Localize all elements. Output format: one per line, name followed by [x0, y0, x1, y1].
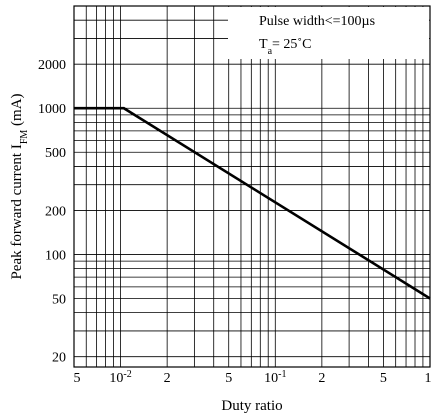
- annotation: Pulse width<=100µs Ta= 25˚C: [228, 7, 429, 59]
- x-tick-label: 1: [425, 371, 432, 386]
- y-axis-title: Peak forward current IFM (mA): [9, 93, 30, 279]
- x-tick-label-base: 5: [225, 371, 232, 386]
- annotation-temperature: Ta= 25˚C: [259, 37, 311, 57]
- annotation-box: [228, 7, 429, 59]
- x-tick-label: 5: [74, 371, 81, 386]
- grid: [74, 6, 430, 367]
- x-tick-label-base: 5: [74, 371, 81, 386]
- y-tick-label: 100: [45, 248, 66, 263]
- annotation-temp-main: T: [259, 37, 268, 52]
- annotation-temp-rest: = 25˚C: [272, 37, 311, 52]
- x-tick-label: 10-1: [264, 369, 286, 387]
- x-tick-label-base: 2: [318, 371, 325, 386]
- x-tick-label-base: 5: [380, 371, 387, 386]
- y-tick-label: 500: [45, 146, 66, 161]
- x-tick-label-exponent: -1: [278, 369, 286, 380]
- series-group: [74, 106, 431, 300]
- annotation-pulse-width: Pulse width<=100µs: [259, 14, 375, 29]
- y-tick-label: 1000: [38, 102, 66, 117]
- y-tick-label: 200: [45, 204, 66, 219]
- y-tick-label: 2000: [38, 58, 66, 73]
- y-axis-title-unit: (mA): [9, 93, 25, 129]
- x-tick-label: 5: [225, 371, 232, 386]
- x-tick-label-base: 1: [425, 371, 432, 386]
- x-tick-label: 10-2: [109, 369, 131, 387]
- series-line-0: [74, 106, 431, 300]
- x-tick-label: 2: [164, 371, 171, 386]
- x-tick-label: 5: [380, 371, 387, 386]
- x-tick-label-base: 10: [264, 371, 278, 386]
- x-tick-label-exponent: -2: [123, 369, 131, 380]
- x-tick-labels: 5 10-2 2 5 10-1 2 5 1: [74, 369, 432, 387]
- plot-frame: [73, 5, 431, 368]
- y-axis-title-main: Peak forward current I: [9, 144, 25, 279]
- x-tick-label: 2: [318, 371, 325, 386]
- x-tick-label-base: 2: [164, 371, 171, 386]
- y-tick-label: 50: [52, 292, 66, 307]
- x-tick-label-base: 10: [109, 371, 123, 386]
- x-axis-title: Duty ratio: [221, 398, 282, 414]
- y-tick-labels: 20 50 100 200 500 1000 2000: [38, 58, 66, 365]
- y-tick-label: 20: [52, 351, 66, 366]
- annotation-temp-sub: a: [268, 46, 273, 57]
- y-axis-title-sub: FM: [19, 130, 30, 145]
